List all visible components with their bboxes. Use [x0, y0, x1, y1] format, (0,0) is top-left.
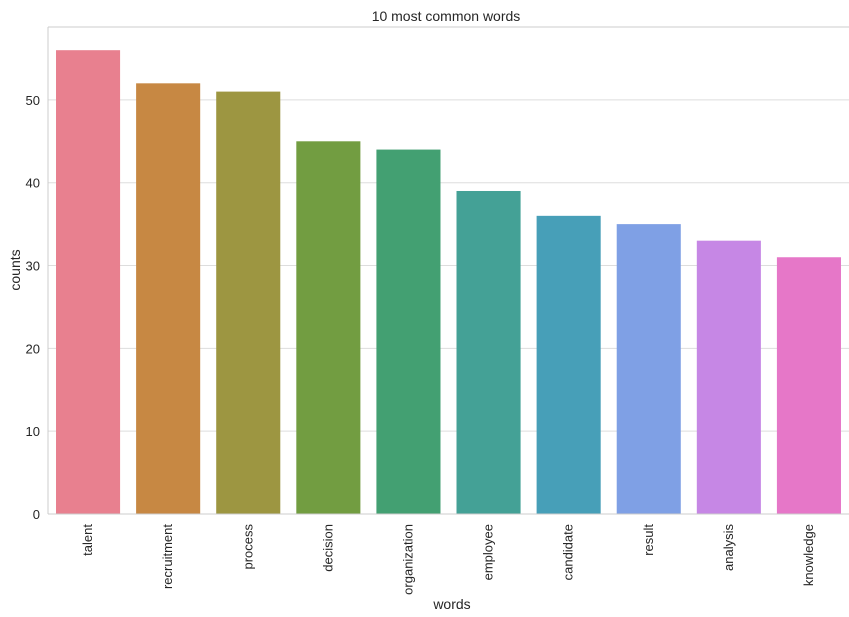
bar-candidate	[536, 215, 601, 514]
x-tick-label: recruitment	[160, 524, 175, 589]
y-axis-label: counts	[7, 249, 23, 290]
bar-knowledge	[776, 257, 841, 514]
bar-decision	[296, 141, 361, 515]
y-tick-labels: 0 10 20 30 40 50	[26, 93, 40, 522]
y-tick-label: 40	[26, 176, 40, 191]
bar-employee	[456, 190, 521, 514]
bar-process	[216, 91, 281, 514]
bars	[56, 50, 841, 515]
x-tick-label: talent	[80, 524, 95, 556]
x-tick-label: process	[240, 524, 255, 570]
bar-organization	[376, 149, 441, 514]
x-tick-label: analysis	[721, 524, 736, 571]
x-axis-label: words	[432, 596, 470, 612]
x-tick-label: employee	[481, 524, 496, 580]
y-tick-label: 0	[33, 507, 40, 522]
x-tick-labels: talent recruitment process decision organiza…	[80, 524, 816, 595]
chart-title: 10 most common words	[372, 8, 521, 24]
y-tick-label: 50	[26, 93, 40, 108]
x-tick-label: organization	[400, 524, 415, 595]
x-tick-label: decision	[320, 524, 335, 572]
x-tick-label: knowledge	[801, 524, 816, 586]
bar-recruitment	[136, 83, 201, 514]
bar-talent	[56, 50, 121, 514]
y-tick-label: 20	[26, 341, 40, 356]
x-tick-label: result	[641, 524, 656, 556]
y-tick-label: 10	[26, 424, 40, 439]
y-tick-label: 30	[26, 259, 40, 274]
bar-analysis	[696, 240, 761, 515]
bar-result	[616, 224, 681, 514]
axes-frame	[47, 26, 849, 515]
x-tick-label: candidate	[561, 524, 576, 580]
